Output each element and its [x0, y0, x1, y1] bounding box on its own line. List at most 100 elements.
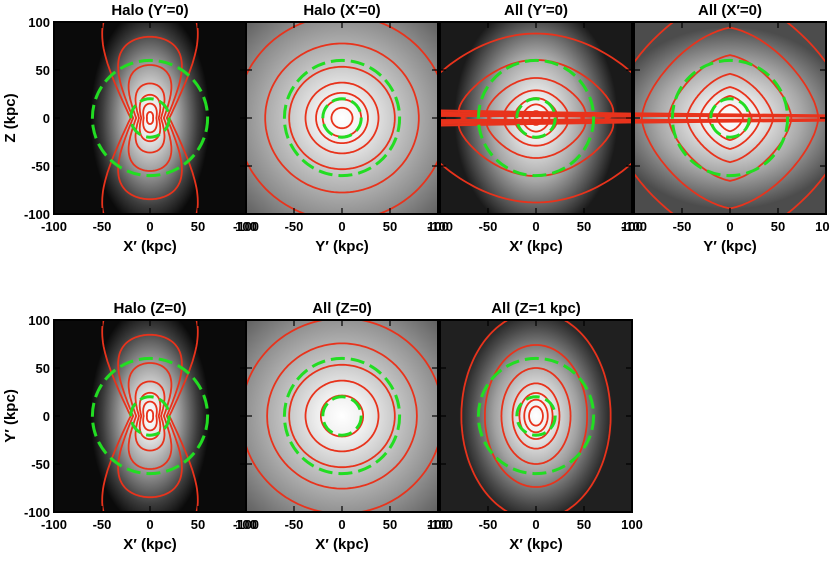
contour-p2-0 — [330, 106, 354, 130]
contour-p6-4 — [246, 320, 438, 512]
contour-p2-3 — [304, 81, 380, 155]
contour-p3-4 — [485, 77, 587, 159]
panel-title-p3: All (Y′=0) — [504, 2, 568, 19]
contour-p2-6 — [246, 22, 438, 214]
xtick-label-p1: 50 — [191, 219, 205, 234]
panel-title-p7: All (Z=1 kpc) — [491, 300, 581, 317]
disk-contour-p3 — [440, 113, 632, 123]
contour-p7-2 — [518, 392, 554, 440]
reference-circle-p7-0 — [515, 395, 557, 437]
reference-circle-p1-0 — [129, 97, 171, 139]
xtick-label-p5: -50 — [93, 517, 112, 532]
panel-p2: Halo (X′=0) -100 -50 0 50 100 Y′ (kpc) — [233, 2, 449, 255]
contour-p7-1 — [523, 398, 549, 434]
reference-circle-p6-0 — [321, 395, 363, 437]
panel-title-p2: Halo (X′=0) — [303, 2, 380, 19]
contour-p6-3 — [266, 342, 418, 490]
xaxis-label-p7: X′ (kpc) — [509, 536, 563, 553]
reference-circle-p4-1 — [670, 58, 790, 178]
contour-p1-6 — [101, 22, 199, 214]
contour-p5-6 — [101, 320, 199, 512]
xtick-label-p2: -100 — [233, 219, 259, 234]
panel-title-p1: Halo (Y′=0) — [111, 2, 188, 19]
ytick-label-p1: -100 — [24, 207, 50, 222]
contour-p2-5 — [264, 42, 420, 194]
reference-circle-p5-0 — [129, 395, 171, 437]
contour-p1-3 — [134, 82, 166, 154]
xaxis-label-p5: X′ (kpc) — [123, 536, 177, 553]
ytick-label-p5: 0 — [43, 409, 50, 424]
panel-p5: Halo (Z=0) -100 -50 0 50 100 100 50 0 -50 -100 X′ (… — [2, 300, 257, 553]
reference-circle-p3-1 — [476, 58, 596, 178]
xtick-label-p5: 0 — [146, 517, 153, 532]
xaxis-label-p4: Y′ (kpc) — [703, 238, 757, 255]
xtick-label-p7: -50 — [479, 517, 498, 532]
contour-p7-0 — [528, 405, 544, 427]
density-map-p3 — [440, 22, 632, 214]
reference-circle-p5-1 — [90, 356, 210, 476]
yaxis-label-p5: Y′ (kpc) — [2, 389, 19, 443]
contour-p3-1 — [521, 103, 551, 133]
contour-p1-2 — [138, 93, 162, 143]
disk-contour-p3 — [440, 115, 632, 121]
contour-p5-0 — [146, 409, 154, 423]
ytick-label-p5: 100 — [28, 313, 50, 328]
xtick-label-p2: -50 — [285, 219, 304, 234]
reference-circle-p6-1 — [282, 356, 402, 476]
contour-p3-5 — [457, 59, 615, 177]
plot-area-p4 — [634, 22, 826, 214]
contour-p2-4 — [288, 65, 396, 171]
plot-area-p2 — [246, 22, 438, 214]
panel-p1: Halo (Y′=0) -100 -50 0 50 100 100 50 0 -50 -100 X′ … — [2, 2, 257, 255]
contour-p6-2 — [288, 363, 396, 469]
panel-title-p5: Halo (Z=0) — [114, 300, 187, 317]
xtick-label-p1: 0 — [146, 219, 153, 234]
reference-circle-p4-0 — [709, 97, 751, 139]
xtick-label-p1: -50 — [93, 219, 112, 234]
plot-area-p6 — [246, 320, 438, 512]
ytick-label-p1: -50 — [31, 159, 50, 174]
contour-p3-6 — [440, 32, 632, 204]
xtick-label-p3: -100 — [427, 219, 453, 234]
xtick-label-p3: -50 — [479, 219, 498, 234]
ytick-label-p1: 50 — [36, 63, 50, 78]
xtick-label-p4: 100 — [815, 219, 830, 234]
disk-contour-p4 — [634, 115, 826, 121]
contour-p1-4 — [127, 64, 173, 172]
contour-p5-2 — [138, 391, 162, 441]
panel-p7: All (Z=1 kpc) -100 -50 0 50 100 X′ (kpc) — [427, 300, 643, 553]
xtick-label-p3: 50 — [577, 219, 591, 234]
ytick-label-p1: 100 — [28, 15, 50, 30]
xtick-label-p6: 50 — [383, 517, 397, 532]
contour-p1-5 — [117, 35, 183, 201]
plot-area-p5 — [54, 320, 246, 512]
xtick-label-p4: -50 — [673, 219, 692, 234]
contour-p4-0 — [716, 103, 744, 133]
contour-p5-1 — [142, 400, 158, 432]
plot-area-p1 — [54, 22, 246, 214]
panel-p3: All (Y′=0) -100 -50 0 50 100 X′ (kpc) — [427, 2, 643, 255]
reference-circle-p3-0 — [515, 97, 557, 139]
contour-p7-6 — [460, 320, 612, 512]
panel-title-p6: All (Z=0) — [312, 300, 372, 317]
yaxis-label-p1: Z (kpc) — [2, 93, 19, 142]
panel-p4: All (X′=0) -100 -50 0 50 100 Y′ (kpc) — [621, 2, 830, 255]
contour-p2-2 — [315, 92, 369, 144]
plot-area-p7 — [440, 320, 632, 512]
xtick-label-p5: 100 — [235, 517, 257, 532]
xtick-label-p7: -100 — [427, 517, 453, 532]
contour-p7-5 — [484, 344, 588, 488]
xtick-label-p6: -50 — [285, 517, 304, 532]
contour-p5-5 — [117, 333, 183, 499]
density-map-p2 — [246, 22, 438, 214]
contour-p7-4 — [500, 367, 572, 465]
xtick-label-p5: -100 — [41, 517, 67, 532]
contour-p3-0 — [528, 110, 544, 126]
contour-p4-2 — [699, 86, 761, 150]
xaxis-label-p3: X′ (kpc) — [509, 238, 563, 255]
xtick-label-p4: -100 — [621, 219, 647, 234]
xtick-label-p1: -100 — [41, 219, 67, 234]
contour-p6-1 — [304, 379, 380, 453]
ytick-label-p5: 50 — [36, 361, 50, 376]
